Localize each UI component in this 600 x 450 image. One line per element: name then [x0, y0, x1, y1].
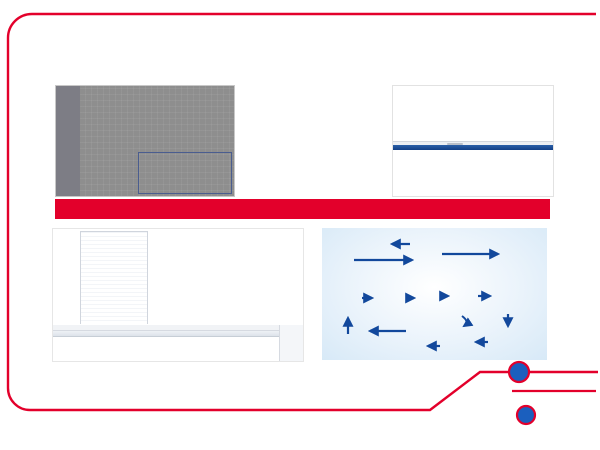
table-side-buttons[interactable] — [279, 325, 303, 361]
flow-connectors — [342, 238, 514, 352]
planning-board[interactable] — [53, 229, 303, 324]
data-table-area[interactable] — [53, 325, 303, 361]
table-header-row — [53, 331, 303, 338]
logistics-flow-panel[interactable] — [322, 228, 547, 360]
blocks-canvas[interactable] — [80, 86, 234, 196]
code-text-area[interactable] — [393, 86, 553, 141]
status-grid[interactable] — [240, 85, 388, 179]
accent-dot-upper — [507, 360, 531, 384]
red-divider-bar — [55, 199, 550, 219]
console-log-list[interactable] — [393, 150, 553, 196]
ops-planning-panel[interactable] — [52, 228, 304, 362]
accent-dot-lower — [515, 404, 537, 426]
status-grid-panel[interactable] — [240, 85, 388, 195]
code-editor-panel[interactable] — [392, 85, 554, 197]
parameter-notes[interactable] — [149, 230, 301, 323]
station-rail[interactable] — [53, 229, 79, 324]
gantt-grid[interactable] — [80, 231, 148, 324]
blocks-editor-panel[interactable] — [55, 85, 235, 197]
blocks-toolbox[interactable] — [56, 86, 81, 196]
block-selection-outline — [138, 152, 232, 194]
